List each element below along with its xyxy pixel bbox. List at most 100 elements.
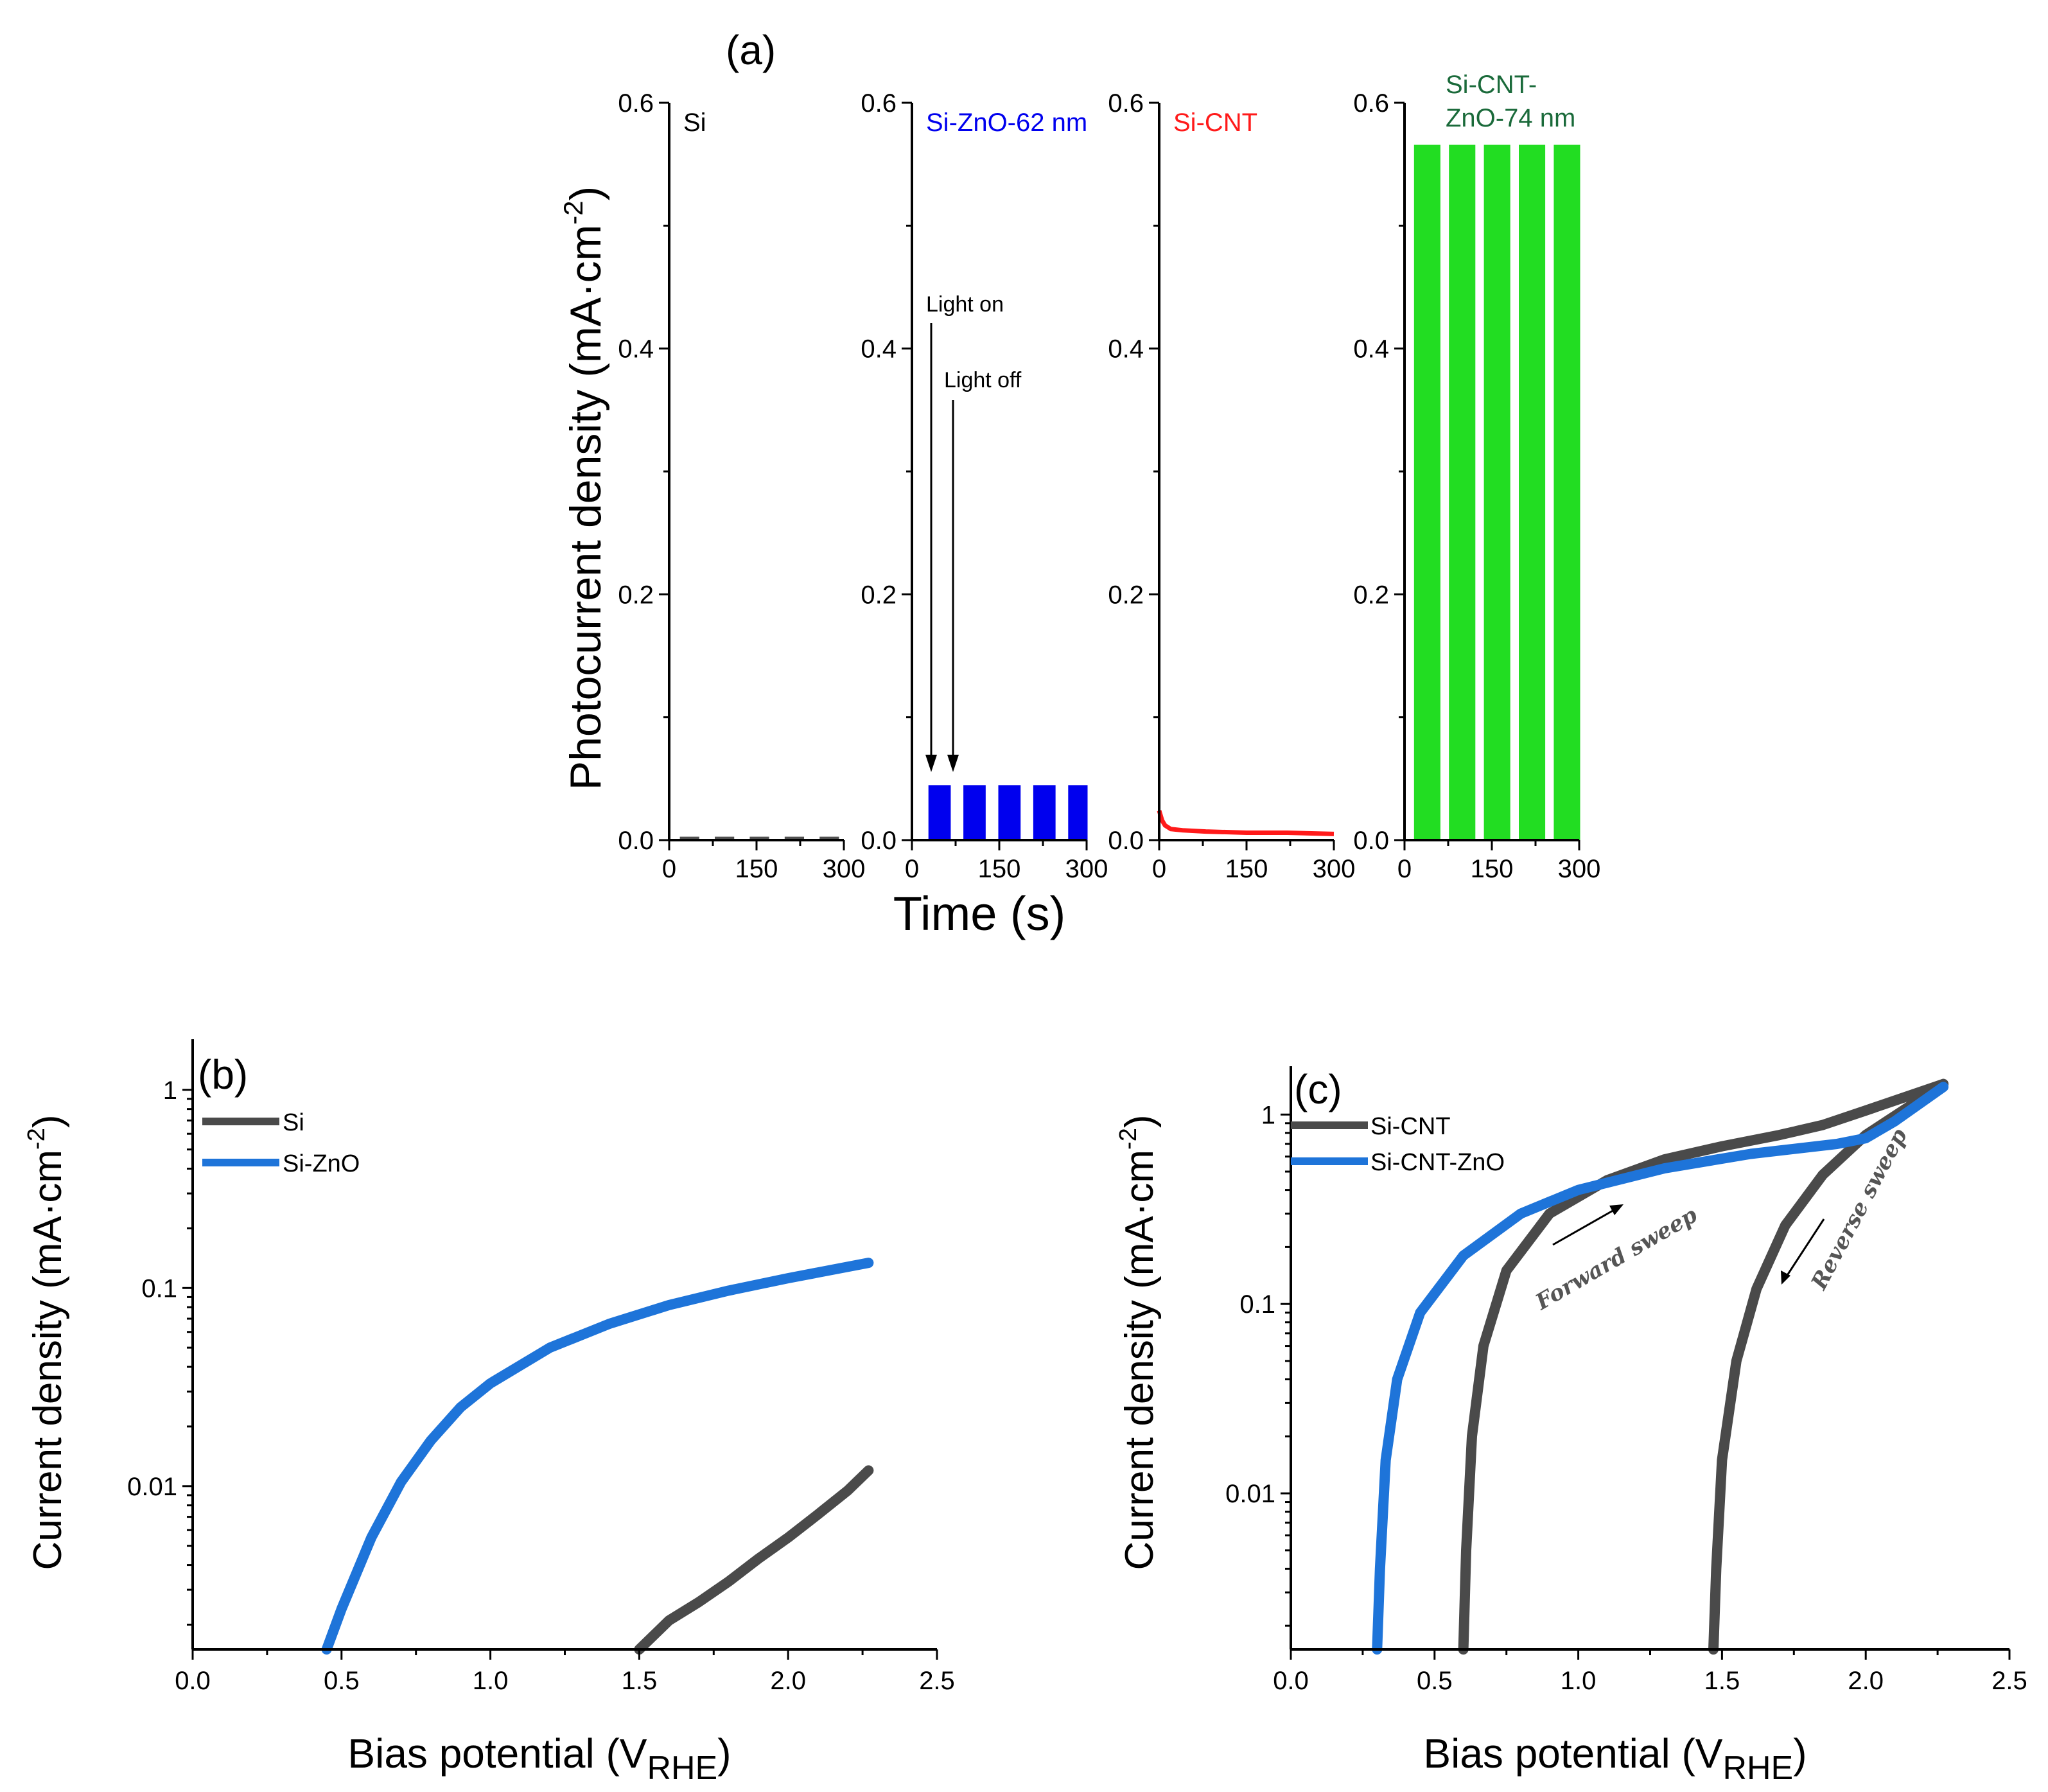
x-tick-label: 150 [735, 855, 778, 883]
x-tick-label: 300 [1065, 855, 1108, 883]
panel-b-legend: Si Si-ZnO [202, 1109, 360, 1177]
subplot-2: 0.0 0.2 0.4 0.6 0 150 300 Si-CNT [1108, 89, 1355, 883]
legend-si-cnt-label: Si-CNT [1370, 1113, 1451, 1140]
x-tick-label: 0 [1397, 855, 1412, 883]
y-tick-label: 0.4 [1353, 335, 1389, 364]
panel-b-xlabel: Bias potential (VRHE) [347, 1730, 731, 1787]
subplot-label: Si-CNT [1173, 109, 1257, 137]
light-off-arrowhead [947, 755, 959, 772]
x-tick-label: 2.5 [1991, 1667, 2027, 1695]
panel-c: (c) Current density (mA·cm-2) Bias poten… [1115, 1066, 2027, 1787]
panel-b-ylabel-sup: -2 [23, 1128, 50, 1150]
y-tick-label: 0.4 [861, 335, 897, 364]
y-tick-label: 0.2 [1353, 581, 1389, 609]
panel-c-xlabel: Bias potential (VRHE) [1423, 1730, 1807, 1787]
panel-c-xlabel-tail: ) [1793, 1730, 1807, 1777]
forward-sweep-arrow [1552, 1206, 1619, 1246]
y-tick-label: 0.2 [1108, 581, 1144, 609]
panel-a-xlabel: Time (s) [893, 887, 1066, 940]
y-tick-label: 0.6 [618, 89, 654, 118]
y-tick-label: 0.4 [1108, 335, 1144, 364]
y-tick-label: 0.01 [127, 1473, 177, 1501]
panel-b-label: (b) [198, 1051, 248, 1098]
panel-c-ylabel-sup: -2 [1115, 1128, 1142, 1150]
panel-b-ylabel-main: Current density (mA·cm [26, 1150, 70, 1570]
legend-si-label: Si [283, 1109, 304, 1136]
reverse-sweep-arrowhead [1781, 1270, 1790, 1285]
panel-b: (b) Current density (mA·cm-2) Bias poten… [23, 1039, 955, 1787]
y-tick-label: 0.0 [861, 827, 897, 855]
light-off-label: Light off [944, 368, 1022, 392]
subplot-label-line2: ZnO-74 nm [1446, 104, 1575, 132]
forward-sweep-arrowhead [1609, 1204, 1624, 1215]
subplot-0: 0.0 0.2 0.4 0.6 0 150 300 Si [618, 89, 865, 883]
photocurrent-trace-3 [1405, 145, 1580, 841]
panel-a-ylabel: Photocurrent density (mA·cm-2) [558, 186, 610, 791]
forward-sweep-annotation: Forward sweep [1531, 1202, 1702, 1315]
x-tick-label: 0.0 [175, 1667, 211, 1695]
x-tick-label: 1.0 [1561, 1667, 1597, 1695]
panel-b-xlabel-sub: RHE [647, 1750, 717, 1787]
series-si [634, 1465, 874, 1655]
y-tick-label: 0.0 [618, 827, 654, 855]
x-tick-label: 1.5 [622, 1667, 658, 1695]
subplot-3: 0.0 0.2 0.4 0.6 0 150 300 Si-CNT- ZnO-74 nm [1353, 71, 1600, 883]
series-si-zno [321, 1258, 874, 1655]
x-tick-label: 300 [1313, 855, 1356, 883]
y-tick-label: 0.0 [1108, 827, 1144, 855]
panel-c-ylabel-main: Current density (mA·cm [1117, 1150, 1162, 1570]
subplot-label: Si [683, 109, 706, 137]
x-tick-label: 300 [1558, 855, 1601, 883]
panel-c-xlabel-main: Bias potential (V [1423, 1730, 1722, 1777]
panel-a-subplots: 0.0 0.2 0.4 0.6 0 150 300 Si 0.0 0.2 0.4 0.6 0 150 300… [618, 71, 1600, 883]
forward-sweep-label: Forward sweep [1531, 1202, 1702, 1315]
series-si-cnt-zno [1372, 1082, 1949, 1655]
y-tick-label: 0.2 [618, 581, 654, 609]
light-on-arrowhead [925, 755, 937, 772]
x-tick-label: 150 [1471, 855, 1514, 883]
y-tick-label: 0.4 [618, 335, 654, 364]
y-tick-label: 0.0 [1353, 827, 1389, 855]
legend-si-zno-label: Si-ZnO [283, 1150, 360, 1177]
x-tick-label: 150 [1225, 855, 1268, 883]
y-tick-label: 0.01 [1225, 1480, 1275, 1508]
y-tick-label: 0.6 [1353, 89, 1389, 118]
panel-b-plot: 0.0 0.5 1.0 1.5 2.0 2.5 0.01 0.1 1 [127, 1039, 955, 1695]
y-tick-label: 0.2 [861, 581, 897, 609]
x-tick-label: 1.5 [1704, 1667, 1740, 1695]
x-tick-label: 1.0 [473, 1667, 509, 1695]
panel-a: (a) Photocurrent density (mA·cm-2) Time … [558, 27, 1600, 940]
photocurrent-trace-1 [912, 785, 1088, 841]
panel-c-ylabel-tail: ) [1117, 1114, 1162, 1128]
x-tick-label: 2.5 [919, 1667, 955, 1695]
panel-b-ylabel: Current density (mA·cm-2) [23, 1114, 70, 1570]
x-tick-label: 0 [662, 855, 676, 883]
panel-b-ylabel-tail: ) [26, 1114, 70, 1128]
subplot-label: Si-CNT- [1446, 71, 1537, 99]
panel-c-legend: Si-CNT Si-CNT-ZnO [1291, 1113, 1505, 1176]
y-tick-label: 0.1 [141, 1274, 177, 1303]
reverse-sweep-arrow [1784, 1218, 1825, 1279]
panel-a-ylabel-main: Photocurrent density (mA·cm [561, 225, 610, 791]
y-tick-label: 0.6 [861, 89, 897, 118]
subplot-1: 0.0 0.2 0.4 0.6 0 150 300 Si-ZnO-62 nm [861, 89, 1108, 883]
x-tick-label: 300 [823, 855, 866, 883]
x-tick-label: 0.5 [1417, 1667, 1453, 1695]
legend-si-cnt-zno-label: Si-CNT-ZnO [1370, 1149, 1505, 1176]
y-tick-label: 0.6 [1108, 89, 1144, 118]
panel-c-xlabel-sub: RHE [1722, 1750, 1793, 1787]
panel-c-label: (c) [1294, 1066, 1342, 1112]
subplot-label: Si-ZnO-62 nm [926, 109, 1087, 137]
panel-a-ylabel-sup: -2 [558, 200, 588, 224]
x-tick-label: 0 [1152, 855, 1166, 883]
x-tick-label: 0.5 [324, 1667, 360, 1695]
x-tick-label: 2.0 [1848, 1667, 1884, 1695]
panel-c-plot: 0.0 0.5 1.0 1.5 2.0 2.5 0.01 0.1 1 [1225, 1066, 2027, 1695]
panel-a-ylabel-tail: ) [561, 186, 610, 201]
x-tick-label: 0 [905, 855, 919, 883]
x-tick-label: 0.0 [1273, 1667, 1309, 1695]
light-on-label: Light on [926, 292, 1004, 317]
x-tick-label: 2.0 [770, 1667, 806, 1695]
panel-b-xlabel-tail: ) [717, 1730, 731, 1777]
